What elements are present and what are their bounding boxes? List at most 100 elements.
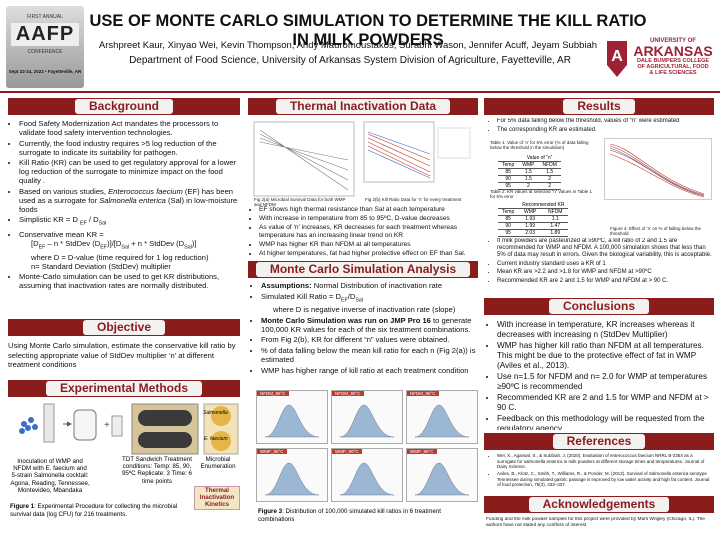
text: Simulated Kill Ratio = D (261, 291, 341, 301)
bullet: Simplistic KR = D EF / DSal (19, 215, 240, 229)
table-cell: 1.5 (518, 175, 539, 183)
table: Value of “n” Temp WMP NFDM 85 1.5 1.5 90 1.5 2 95 2… (498, 155, 561, 190)
table-row: Temp WMP NFDM (498, 161, 561, 169)
table-header: Temp (498, 161, 519, 169)
continuation: where D is negative inverse of inactivat… (261, 305, 478, 314)
bullet: WMP has higher KR than NFDM at all tempe… (259, 241, 478, 249)
background-text: Food Safety Modernization Act mandates t… (8, 119, 240, 315)
table-row: 90 1.5 2 (498, 175, 561, 183)
table-holder: Recommended KR Temp WMP NFDM 85 1.93 1.1 90 1.99… (498, 202, 569, 237)
text: Food Safety Modernization Act mandates t… (19, 119, 219, 137)
logo-text: AAFP (11, 23, 79, 46)
bullet: With increase in temperature, KR increas… (497, 320, 712, 340)
left-logo: FIRST ANNUAL AAFP CONFERENCE Sept 22-24,… (6, 6, 84, 88)
table-group-header: Value of “n” (518, 155, 561, 162)
text: Currently, the food industry requires >5… (19, 138, 217, 157)
table-cell: 85 (498, 168, 519, 176)
header-rule (0, 91, 720, 93)
table-header: WMP (518, 208, 543, 216)
figure-4 (604, 138, 712, 200)
table-row: 95 2 2 (498, 182, 561, 190)
thermal-text: EF shows high thermal resistance than Sa… (248, 206, 478, 258)
logo-line: OF AGRICULTURAL, FOOD (637, 63, 709, 70)
table-group-header: Recommended KR (518, 202, 569, 209)
section-title: Objective (82, 320, 166, 335)
text: Aviles, B., Klotz, C., Smith, T., Willia… (497, 471, 710, 487)
text: For 5% data falling below the threshold,… (497, 118, 680, 124)
panel-label: NFDM_85°C (257, 391, 289, 396)
logo-text: CONFERENCE (27, 49, 63, 55)
table-header: NFDM (542, 208, 569, 216)
text: (EF) has been used as a surrogate for (19, 186, 234, 205)
table-cell: 1.93 (518, 215, 543, 223)
subscript: EF (38, 244, 46, 251)
table-row: Temp WMP NFDM (498, 208, 569, 216)
bullet: Mean KR are >2.2 and >1.8 for WMP and NF… (497, 269, 712, 276)
table-cell (498, 155, 519, 162)
subscript: Sal (355, 297, 364, 304)
references-text: Wei, X., Agarwal, S., & Subbiah, J. (202… (486, 453, 712, 493)
department: Department of Food Science, University o… (129, 55, 571, 66)
text: Normal Distribution of inactivation rate (311, 281, 443, 290)
logo-line: & LIFE SCIENCES (649, 69, 697, 76)
figure-caption: Figure 4: Effect of ‘n’ on % of falling … (610, 226, 702, 236)
bullet: Aviles, B., Klotz, C., Smith, T., Willia… (497, 471, 712, 488)
bullet-list: EF shows high thermal resistance than Sa… (248, 206, 478, 258)
step-label: Microbial Enumeration (200, 456, 236, 471)
caption-text: : Distribution of 100,000 simulated kill… (258, 508, 441, 523)
table-cell: 90 (498, 175, 519, 183)
text: )] (191, 239, 197, 249)
table-cell: 1.1 (542, 215, 569, 223)
text: / D (86, 215, 99, 224)
bold-text: Monte Carlo Simulation was run on JMP Pr… (261, 315, 431, 325)
bullet: Currently, the food industry requires >5… (19, 139, 240, 157)
panel-label: NFDM_95°C (407, 391, 439, 396)
plate-label: E. faecium (204, 436, 228, 442)
caption-label: Figure 3 (258, 508, 283, 515)
text: WMP has higher kill ratio than NFDM at a… (497, 341, 704, 370)
section-title: References (552, 434, 646, 449)
histogram-shape (339, 462, 395, 496)
table-header: NFDM (538, 161, 561, 169)
bullet-list: For 5% data falling below the threshold,… (486, 118, 712, 134)
bullet: For 5% data falling below the threshold,… (497, 118, 712, 125)
text: – n * StdDev (D (45, 239, 101, 249)
logo-line: DALE BUMPERS COLLEGE (636, 57, 710, 64)
histogram-shape (339, 404, 395, 438)
text: )]/[D (107, 239, 122, 249)
text: where D is negative inverse of inactivat… (273, 305, 456, 315)
section-title: Thermal Inactivation Data (275, 99, 451, 114)
text: (Sal) in low-moisture foods (19, 195, 238, 214)
table-cell: 90 (498, 222, 519, 230)
step-label: TDT Sandwich Treatment conditions: Temp:… (121, 456, 193, 485)
table-cell: 2 (518, 182, 539, 190)
table-row: Recommended KR (498, 202, 569, 209)
histogram-panel: WMP_90°C (331, 448, 403, 502)
logo-text: Sept 22-24, 2022 • Fayetteville, AR (8, 69, 82, 74)
text: WMP has higher range of kill ratio at ea… (261, 365, 469, 375)
logo-line: UNIVERSITY OF (650, 38, 696, 44)
results-text: For 5% data falling below the threshold,… (486, 118, 712, 138)
table-cell: 1.5 (518, 168, 539, 176)
poster-title: USE OF MONTE CARLO SIMULATION TO DETERMI… (89, 12, 647, 49)
section-title: Acknowledgements (528, 497, 670, 512)
bullet-list: Food Safety Modernization Act mandates t… (8, 119, 240, 290)
table-cell: 85 (498, 215, 519, 223)
bullet-list: Wei, X., Agarwal, S., & Subbiah, J. (202… (486, 453, 712, 488)
table-row: 95 2.03 1.89 (498, 229, 569, 237)
section-header: Monte Carlo Simulation Analysis (248, 261, 478, 278)
table-cell: 2 (538, 182, 561, 190)
subscript: EF (340, 297, 348, 304)
text: Current industry standard uses a KR of 1 (497, 260, 606, 267)
histogram-panel: WMP_85°C (256, 448, 328, 502)
conclusions-text: With increase in temperature, KR increas… (486, 320, 712, 430)
text: As value of ‘n’ increases, KR decreases … (259, 224, 458, 239)
section-header: Conclusions (484, 298, 714, 315)
bullet: At higher temperatures, fat had higher p… (259, 250, 478, 258)
section-header: Objective (8, 319, 240, 336)
text: n= Standard Deviation (StdDev) multiplie… (31, 261, 171, 271)
acknowledgement-text: Funding and the milk powder samples for … (486, 517, 705, 528)
bullet: From Fig 2(b), KR for different “n” valu… (261, 335, 478, 344)
panel-label: WMP_90°C (332, 449, 362, 454)
